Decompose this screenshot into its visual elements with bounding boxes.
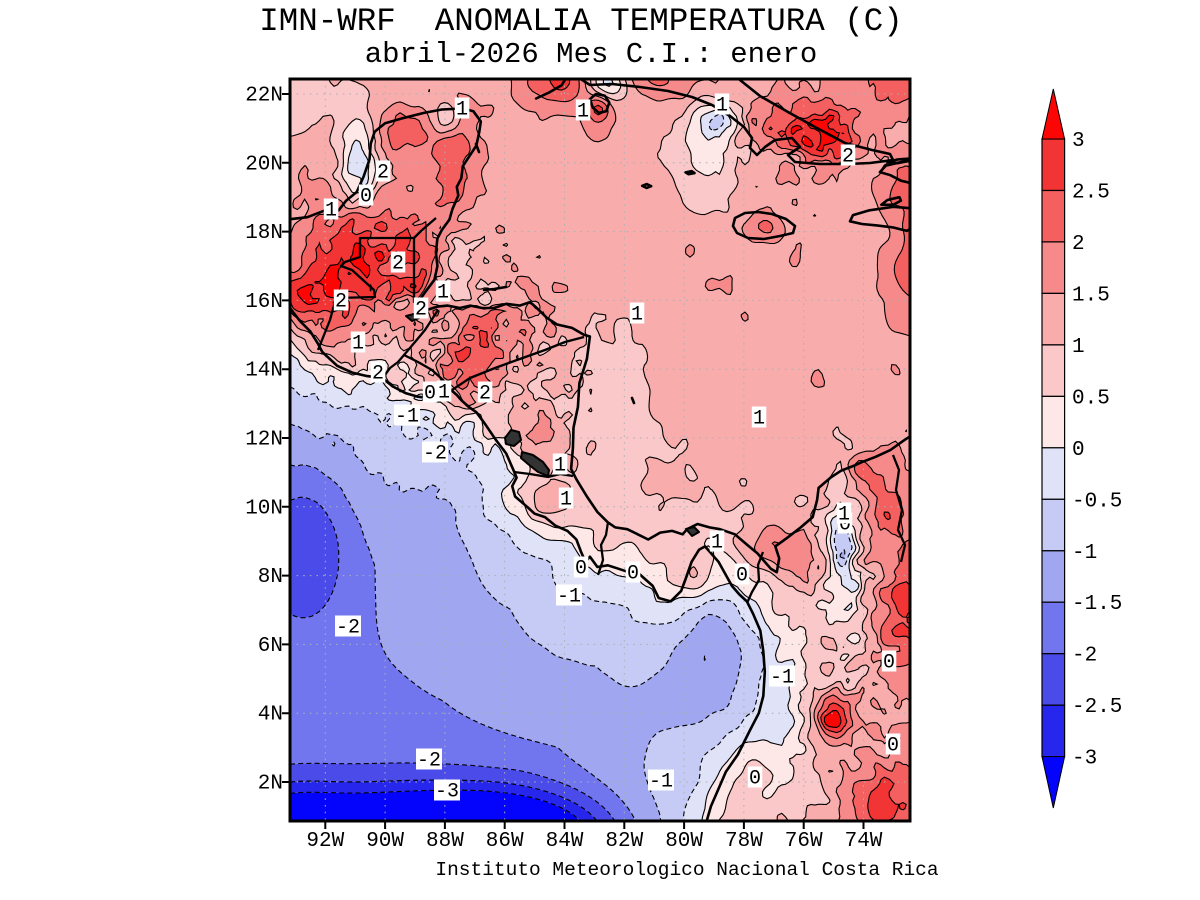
svg-text:4N: 4N — [258, 704, 283, 727]
svg-text:1: 1 — [716, 95, 728, 118]
svg-text:92W: 92W — [306, 830, 344, 853]
svg-text:1: 1 — [711, 532, 723, 555]
svg-text:2: 2 — [1072, 233, 1085, 256]
svg-text:82W: 82W — [605, 830, 643, 853]
svg-text:1: 1 — [554, 455, 566, 478]
svg-text:86W: 86W — [486, 830, 524, 853]
svg-text:1: 1 — [577, 101, 589, 124]
svg-text:80W: 80W — [665, 830, 703, 853]
svg-text:6N: 6N — [258, 635, 283, 658]
svg-text:0: 0 — [627, 563, 639, 586]
svg-text:2: 2 — [392, 253, 404, 276]
svg-text:2N: 2N — [258, 773, 283, 796]
svg-text:1: 1 — [437, 282, 449, 305]
svg-text:0: 0 — [883, 652, 895, 675]
svg-text:0: 0 — [749, 768, 761, 791]
svg-text:-1: -1 — [770, 667, 794, 690]
svg-text:1: 1 — [352, 333, 364, 356]
svg-text:2: 2 — [842, 146, 854, 169]
svg-text:90W: 90W — [366, 830, 404, 853]
svg-text:78W: 78W — [725, 830, 763, 853]
svg-text:0: 0 — [1072, 439, 1085, 462]
svg-text:3: 3 — [1072, 130, 1085, 153]
svg-text:-1: -1 — [1072, 542, 1097, 565]
svg-text:IMN-WRF ANOMALIA TEMPERATURA: IMN-WRF ANOMALIA TEMPERATURA (C) — [259, 3, 903, 40]
svg-text:20N: 20N — [245, 153, 283, 176]
svg-text:-2: -2 — [417, 750, 441, 773]
svg-text:2: 2 — [415, 299, 427, 322]
svg-text:22N: 22N — [245, 85, 283, 108]
svg-text:76W: 76W — [785, 830, 823, 853]
svg-text:8N: 8N — [258, 566, 283, 589]
svg-text:-2: -2 — [336, 617, 360, 640]
svg-text:1: 1 — [753, 408, 765, 431]
svg-text:-0.5: -0.5 — [1072, 490, 1122, 513]
svg-text:0: 0 — [360, 186, 372, 209]
svg-text:2: 2 — [479, 383, 491, 406]
svg-text:-1: -1 — [649, 771, 673, 794]
svg-text:-2: -2 — [1072, 645, 1097, 668]
svg-text:14N: 14N — [245, 360, 283, 383]
svg-text:0: 0 — [736, 565, 748, 588]
svg-text:12N: 12N — [245, 429, 283, 452]
svg-text:1: 1 — [1072, 336, 1085, 359]
svg-text:1: 1 — [438, 382, 450, 405]
svg-text:abril-2026 Mes C.I.: enero: abril-2026 Mes C.I.: enero — [365, 38, 817, 71]
svg-text:Instituto Meteorologico Nacion: Instituto Meteorologico Nacional Costa R… — [435, 859, 938, 881]
svg-text:2: 2 — [335, 291, 347, 314]
svg-text:1: 1 — [325, 200, 337, 223]
svg-text:0: 0 — [575, 558, 587, 581]
svg-text:0.5: 0.5 — [1072, 387, 1110, 410]
svg-text:84W: 84W — [546, 830, 584, 853]
svg-text:0: 0 — [424, 383, 436, 406]
svg-text:2.5: 2.5 — [1072, 182, 1110, 205]
svg-text:-1: -1 — [557, 586, 581, 609]
svg-text:-2.5: -2.5 — [1072, 696, 1122, 719]
svg-text:2: 2 — [377, 162, 389, 185]
svg-text:88W: 88W — [426, 830, 464, 853]
svg-text:-3: -3 — [1072, 748, 1097, 771]
svg-text:10N: 10N — [245, 497, 283, 520]
svg-text:2: 2 — [372, 363, 384, 386]
svg-text:1.5: 1.5 — [1072, 284, 1110, 307]
svg-text:1: 1 — [560, 489, 572, 512]
svg-text:-1: -1 — [395, 406, 419, 429]
svg-text:16N: 16N — [245, 291, 283, 314]
svg-text:-1.5: -1.5 — [1072, 593, 1122, 616]
svg-text:1: 1 — [838, 504, 850, 527]
svg-text:18N: 18N — [245, 222, 283, 245]
svg-text:-3: -3 — [435, 781, 459, 804]
svg-text:1: 1 — [456, 99, 468, 122]
svg-text:0: 0 — [887, 735, 899, 758]
svg-text:1: 1 — [631, 304, 643, 327]
svg-text:74W: 74W — [845, 830, 883, 853]
svg-text:-2: -2 — [423, 443, 447, 466]
